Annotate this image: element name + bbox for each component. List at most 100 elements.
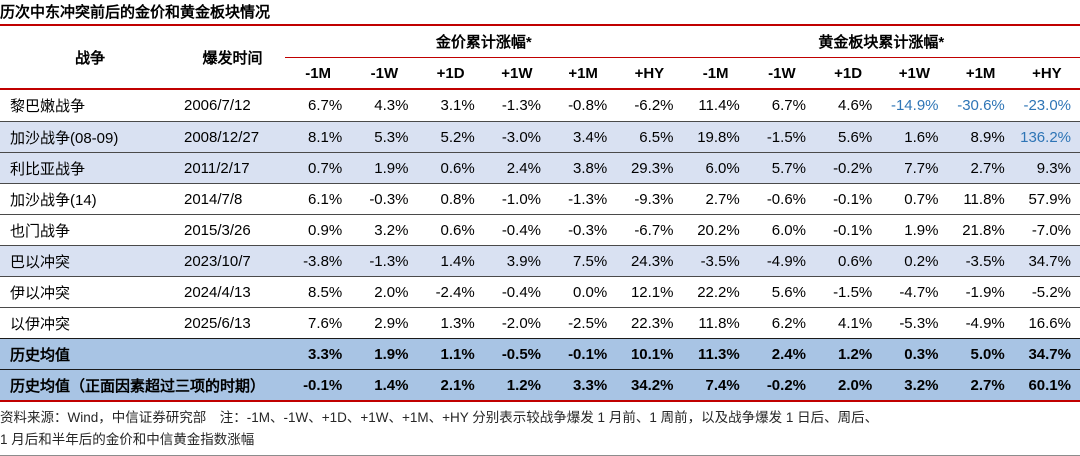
value-cell: 8.1% <box>308 128 343 146</box>
value-cell: 3.8% <box>573 159 608 177</box>
value-cell: 4.6% <box>838 97 873 114</box>
value-cell: -7.0% <box>1031 221 1071 239</box>
value-cell: 6.0% <box>771 221 806 239</box>
value-cell: -4.9% <box>965 314 1005 332</box>
value-cell: 29.3% <box>630 159 674 177</box>
value-cell: 5.2% <box>440 128 475 146</box>
value-cell: -4.7% <box>899 283 939 301</box>
gold-sector-subcol-header: +1D <box>834 64 863 82</box>
summary-value-cell: 7.4% <box>705 376 740 394</box>
value-cell: 2.4% <box>506 159 541 177</box>
war-name-cell: 加沙战争(14) <box>10 191 97 209</box>
value-cell: -3.5% <box>965 252 1005 270</box>
value-cell: 0.6% <box>440 159 475 177</box>
summary-value-cell: 2.1% <box>440 376 475 394</box>
summary-value-cell: 60.1% <box>1028 376 1071 394</box>
summary-value-cell: 3.2% <box>904 376 939 394</box>
value-cell: 2.0% <box>374 283 409 301</box>
table-row: 利比亚战争 2011/2/17 0.7% 1.9% 0.6% 2.4% 3.8% 29.3% 6… <box>0 152 1080 183</box>
summary-value-cell: 1.2% <box>838 345 873 363</box>
value-cell: 3.1% <box>440 97 475 114</box>
value-cell: 7.6% <box>308 314 343 332</box>
war-name-cell: 利比亚战争 <box>10 160 86 178</box>
value-cell: 11.8% <box>963 190 1005 208</box>
table-title: 历次中东冲突前后的金价和黄金板块情况 <box>0 4 271 21</box>
value-cell: -0.1% <box>833 190 873 208</box>
value-cell: -14.9% <box>890 97 939 114</box>
value-cell: -5.2% <box>1031 283 1071 301</box>
gold-price-subcol-header: +1M <box>568 64 598 82</box>
outbreak-date-cell: 2008/12/27 <box>184 128 260 146</box>
value-cell: -1.3% <box>568 190 608 208</box>
value-cell: 12.1% <box>630 283 674 301</box>
summary-value-cell: 10.1% <box>630 345 674 363</box>
summary-value-cell: 1.9% <box>374 345 409 363</box>
value-cell: -3.8% <box>303 252 343 270</box>
summary-value-cell: 1.2% <box>506 376 541 394</box>
summary-value-cell: 2.0% <box>838 376 873 394</box>
summary-value-cell: 34.2% <box>630 376 674 394</box>
gold-price-subcol-header: -1W <box>370 64 399 82</box>
table-row: 也门战争 2015/3/26 0.9% 3.2% 0.6% -0.4% -0.3% -6.7%… <box>0 214 1080 245</box>
summary-value-cell: -0.5% <box>501 345 541 363</box>
value-cell: 2.7% <box>705 190 740 208</box>
value-cell: 5.3% <box>374 128 409 146</box>
outbreak-date-cell: 2025/6/13 <box>184 314 251 332</box>
gold-sector-subcol-header: +1W <box>898 64 930 82</box>
value-cell: -0.8% <box>568 97 608 114</box>
value-cell: 21.8% <box>962 221 1005 239</box>
outbreak-date-cell: 2015/3/26 <box>184 221 251 239</box>
summary-value-cell: -0.1% <box>568 345 608 363</box>
value-cell: 1.6% <box>904 128 939 146</box>
table-row: 加沙战争(14) 2014/7/8 6.1% -0.3% 0.8% -1.0% -1.3% -… <box>0 183 1080 214</box>
value-cell: 22.2% <box>697 283 740 301</box>
value-cell: 0.6% <box>838 252 873 270</box>
value-cell: 11.8% <box>698 314 740 332</box>
value-cell: -5.3% <box>899 314 939 332</box>
value-cell: -30.6% <box>957 97 1005 114</box>
outbreak-date-cell: 2014/7/8 <box>184 190 243 208</box>
value-cell: 136.2% <box>1020 128 1071 146</box>
value-cell: -23.0% <box>1023 97 1071 114</box>
value-cell: 11.4% <box>698 97 740 114</box>
value-cell: 19.8% <box>697 128 740 146</box>
gold-sector-subcol-header: -1W <box>768 64 796 82</box>
value-cell: -0.4% <box>501 283 541 301</box>
summary-value-cell: 2.4% <box>771 345 806 363</box>
war-name-cell: 加沙战争(08-09) <box>10 129 119 147</box>
value-cell: 4.3% <box>374 97 409 114</box>
summary-value-cell: -0.1% <box>303 376 343 394</box>
source-note-line2: 1 月后和半年后的金价和中信黄金指数涨幅 <box>0 432 255 447</box>
table-row: 以伊冲突 2025/6/13 7.6% 2.9% 1.3% -2.0% -2.5% 22.3%… <box>0 307 1080 338</box>
value-cell: 24.3% <box>630 252 674 270</box>
value-cell: 0.0% <box>573 283 608 301</box>
value-cell: 20.2% <box>697 221 740 239</box>
value-cell: 1.4% <box>440 252 475 270</box>
table-row: 伊以冲突 2024/4/13 8.5% 2.0% -2.4% -0.4% 0.0% 12.1%… <box>0 276 1080 307</box>
summary-label-cell: 历史均值 <box>10 346 71 364</box>
value-cell: 5.6% <box>771 283 806 301</box>
value-cell: 7.7% <box>904 159 939 177</box>
outbreak-date-cell: 2024/4/13 <box>184 283 251 301</box>
table-row: 黎巴嫩战争 2006/7/12 6.7% 4.3% 3.1% -1.3% -0.8% -6.2… <box>0 90 1080 121</box>
gold-sector-subcol-header: +1M <box>965 64 996 82</box>
value-cell: -3.5% <box>700 252 740 270</box>
summary-value-cell: 34.7% <box>1028 345 1071 363</box>
summary-label-cell: 历史均值（正面因素超过三项的时期） <box>10 377 266 395</box>
war-name-cell: 伊以冲突 <box>10 284 71 302</box>
value-cell: -1.0% <box>501 190 541 208</box>
summary-value-cell: 11.3% <box>698 345 740 363</box>
outbreak-date-cell: 2011/2/17 <box>184 159 250 177</box>
value-cell: -0.4% <box>501 221 541 239</box>
gold-sector-subcol-header: -1M <box>702 64 729 82</box>
value-cell: 6.7% <box>308 97 343 114</box>
summary-row: 历史均值（正面因素超过三项的时期） -0.1% 1.4% 2.1% 1.2% 3.3% 34… <box>0 369 1080 400</box>
value-cell: 4.1% <box>838 314 873 332</box>
value-cell: 0.7% <box>308 159 343 177</box>
summary-row: 历史均值 3.3% 1.9% 1.1% -0.5% -0.1% 10.1% 11.3% 2.4%… <box>0 338 1080 369</box>
war-column-header: 战争 <box>74 49 105 67</box>
value-cell: -1.3% <box>501 97 541 114</box>
summary-value-cell: -0.2% <box>766 376 806 394</box>
value-cell: -9.3% <box>634 190 674 208</box>
